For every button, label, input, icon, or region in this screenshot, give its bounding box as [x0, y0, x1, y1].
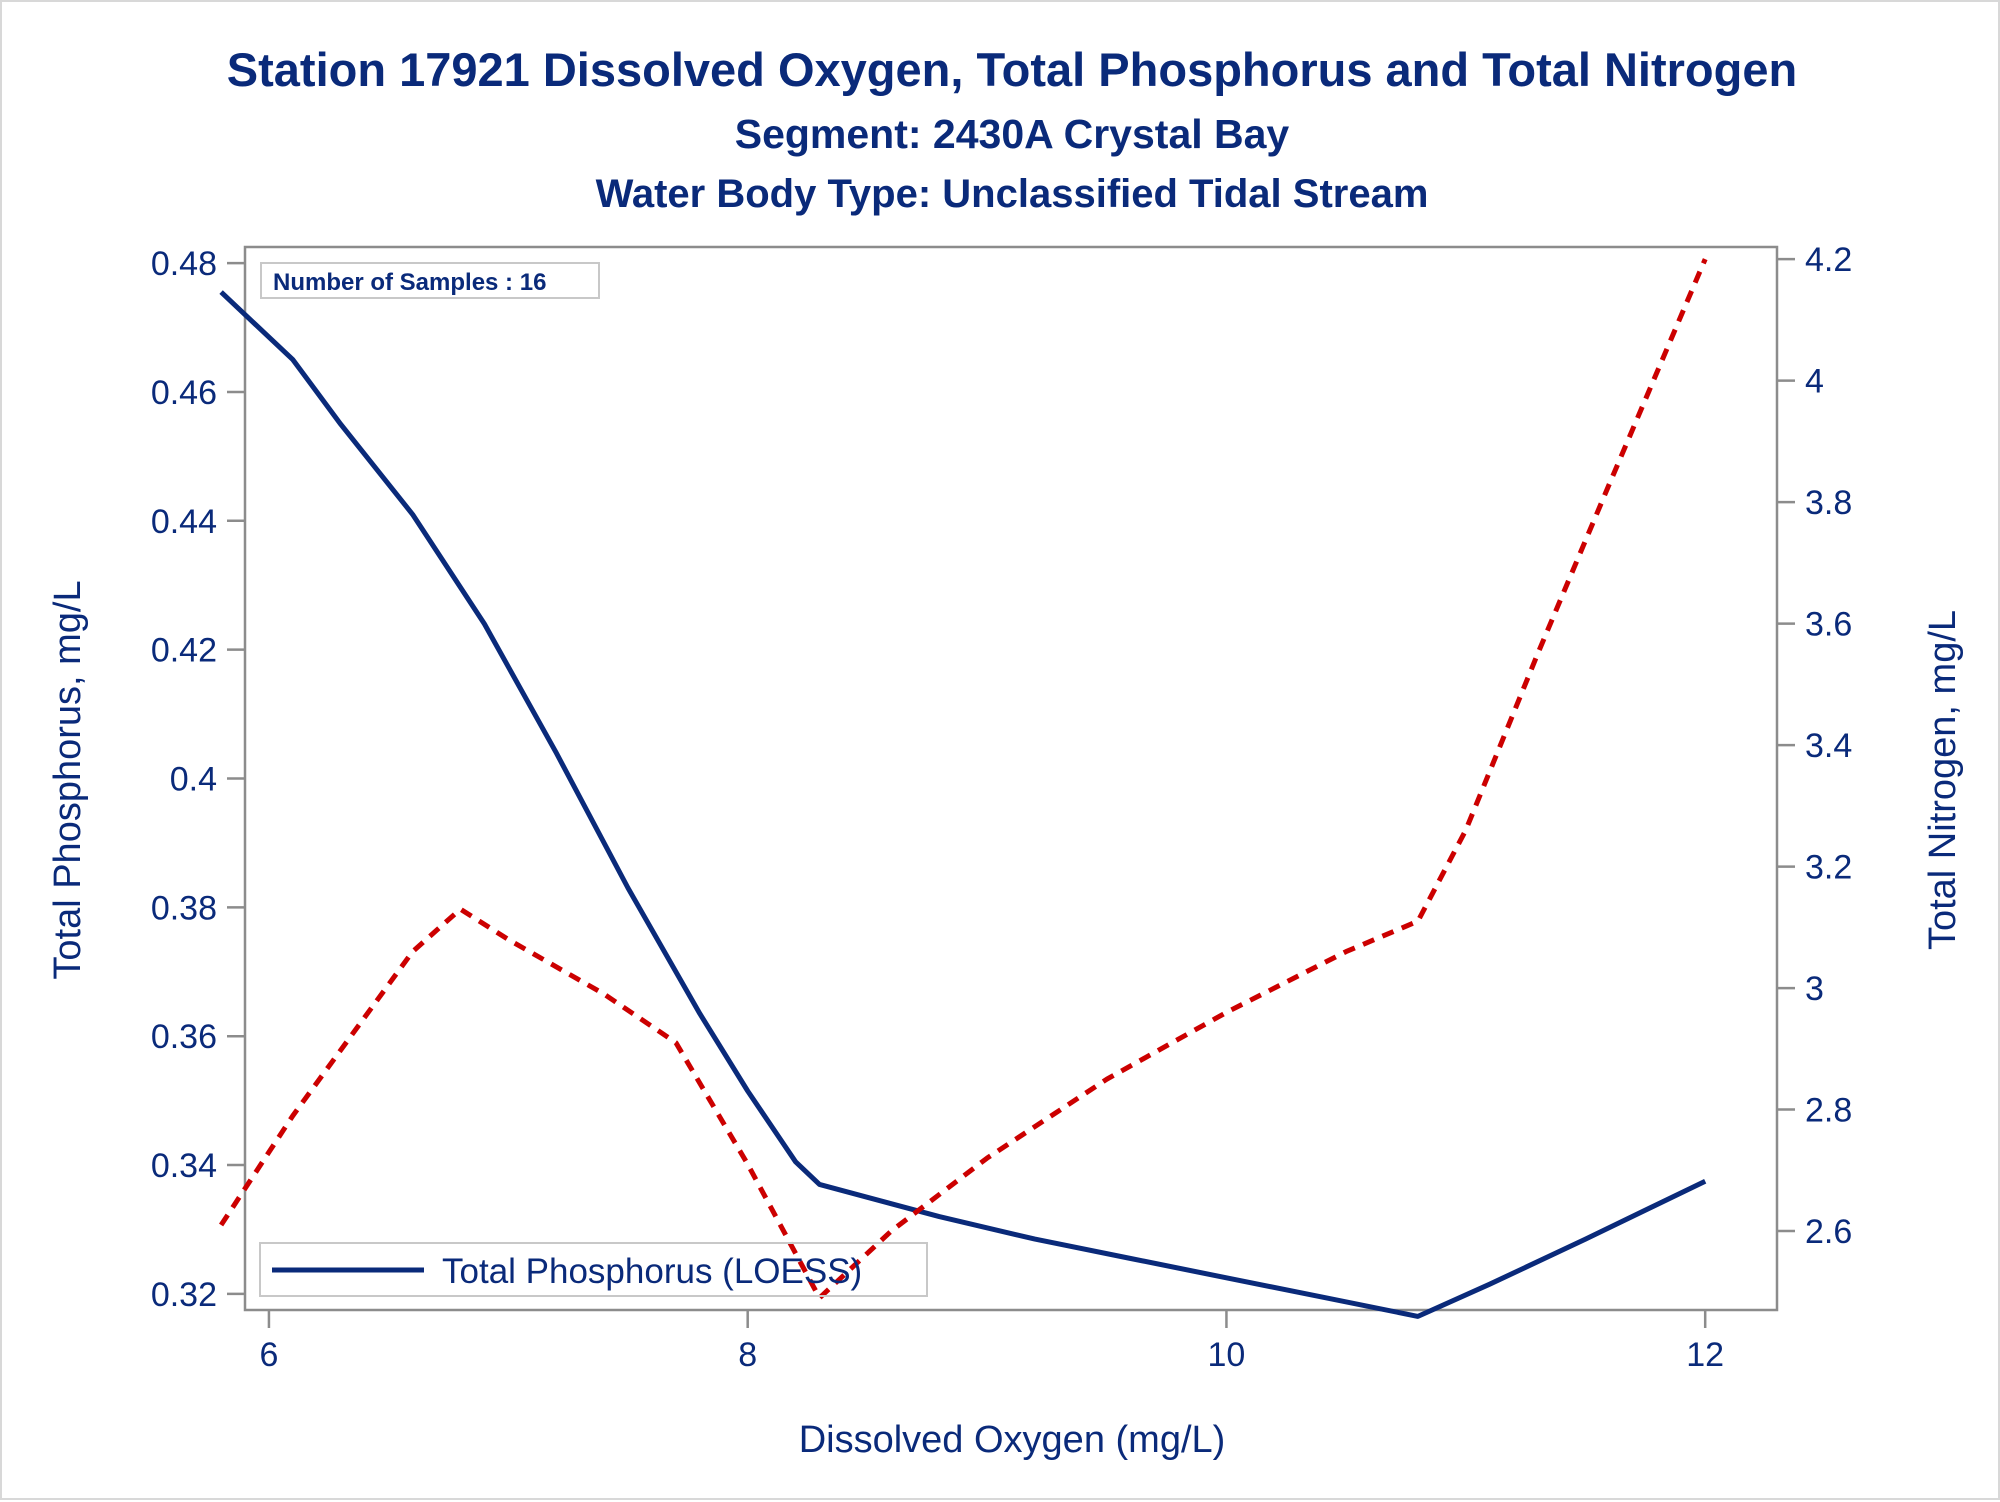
- chart-subtitle-2: Water Body Type: Unclassified Tidal Stre…: [596, 172, 1429, 216]
- y2-tick-label: 3.6: [1805, 606, 1852, 644]
- y2-tick-label: 3: [1805, 970, 1824, 1008]
- y2-tick-label: 4.2: [1805, 241, 1852, 279]
- y2-axis: 2.6 2.8 3 3.2 3.4 3.6 3.8 4 4.2: [1777, 241, 1852, 1251]
- chart-subtitle: Segment: 2430A Crystal Bay: [735, 111, 1290, 157]
- y-tick-label: 0.4: [170, 761, 217, 799]
- y-tick-label: 0.34: [151, 1147, 217, 1185]
- y-tick-label: 0.32: [151, 1276, 217, 1314]
- legend-box: [259, 1242, 928, 1297]
- plot-area: [243, 245, 1779, 1312]
- y2-tick-label: 3.8: [1805, 484, 1852, 522]
- x-tick-label: 12: [1686, 1336, 1724, 1374]
- y2-tick-label: 2.8: [1805, 1092, 1852, 1130]
- y-tick-label: 0.38: [151, 889, 217, 927]
- y-tick-label: 0.42: [151, 632, 217, 670]
- series-layer: [219, 258, 1708, 1319]
- annotation-box: [260, 262, 600, 299]
- y-axis-label: Total Phosphorus, mg/L: [47, 580, 89, 979]
- sample-count-annotation: Number of Samples : 16: [260, 262, 600, 299]
- legend: Total Phosphorus (LOESS): [259, 1242, 928, 1297]
- y-tick-label: 0.36: [151, 1018, 217, 1056]
- y2-tick-label: 4: [1805, 363, 1824, 401]
- y2-axis-label: Total Nitrogen, mg/L: [1922, 610, 1964, 950]
- y2-tick-label: 3.2: [1805, 849, 1852, 887]
- nitrogen-series-line: [219, 258, 1708, 1301]
- y2-tick-label: 3.4: [1805, 727, 1852, 765]
- x-tick-label: 8: [738, 1336, 757, 1374]
- x-axis: 6 8 10 12: [259, 1310, 1724, 1374]
- y-tick-label: 0.46: [151, 374, 217, 412]
- y2-tick-label: 2.6: [1805, 1213, 1852, 1251]
- phosphorus-loess-line: [219, 290, 1707, 1319]
- x-tick-label: 10: [1208, 1336, 1246, 1374]
- y-tick-label: 0.44: [151, 503, 217, 541]
- x-tick-label: 6: [259, 1336, 278, 1374]
- legend-label: Total Phosphorus (LOESS): [442, 1252, 862, 1291]
- y-tick-label: 0.48: [151, 245, 217, 283]
- x-axis-label: Dissolved Oxygen (mg/L): [799, 1419, 1226, 1461]
- annotation-text: Number of Samples : 16: [273, 269, 546, 296]
- y-axis: 0.32 0.34 0.36 0.38 0.4 0.42 0.44 0.46 0.48: [151, 245, 245, 1314]
- chart-title: Station 17921 Dissolved Oxygen, Total Ph…: [227, 43, 1797, 96]
